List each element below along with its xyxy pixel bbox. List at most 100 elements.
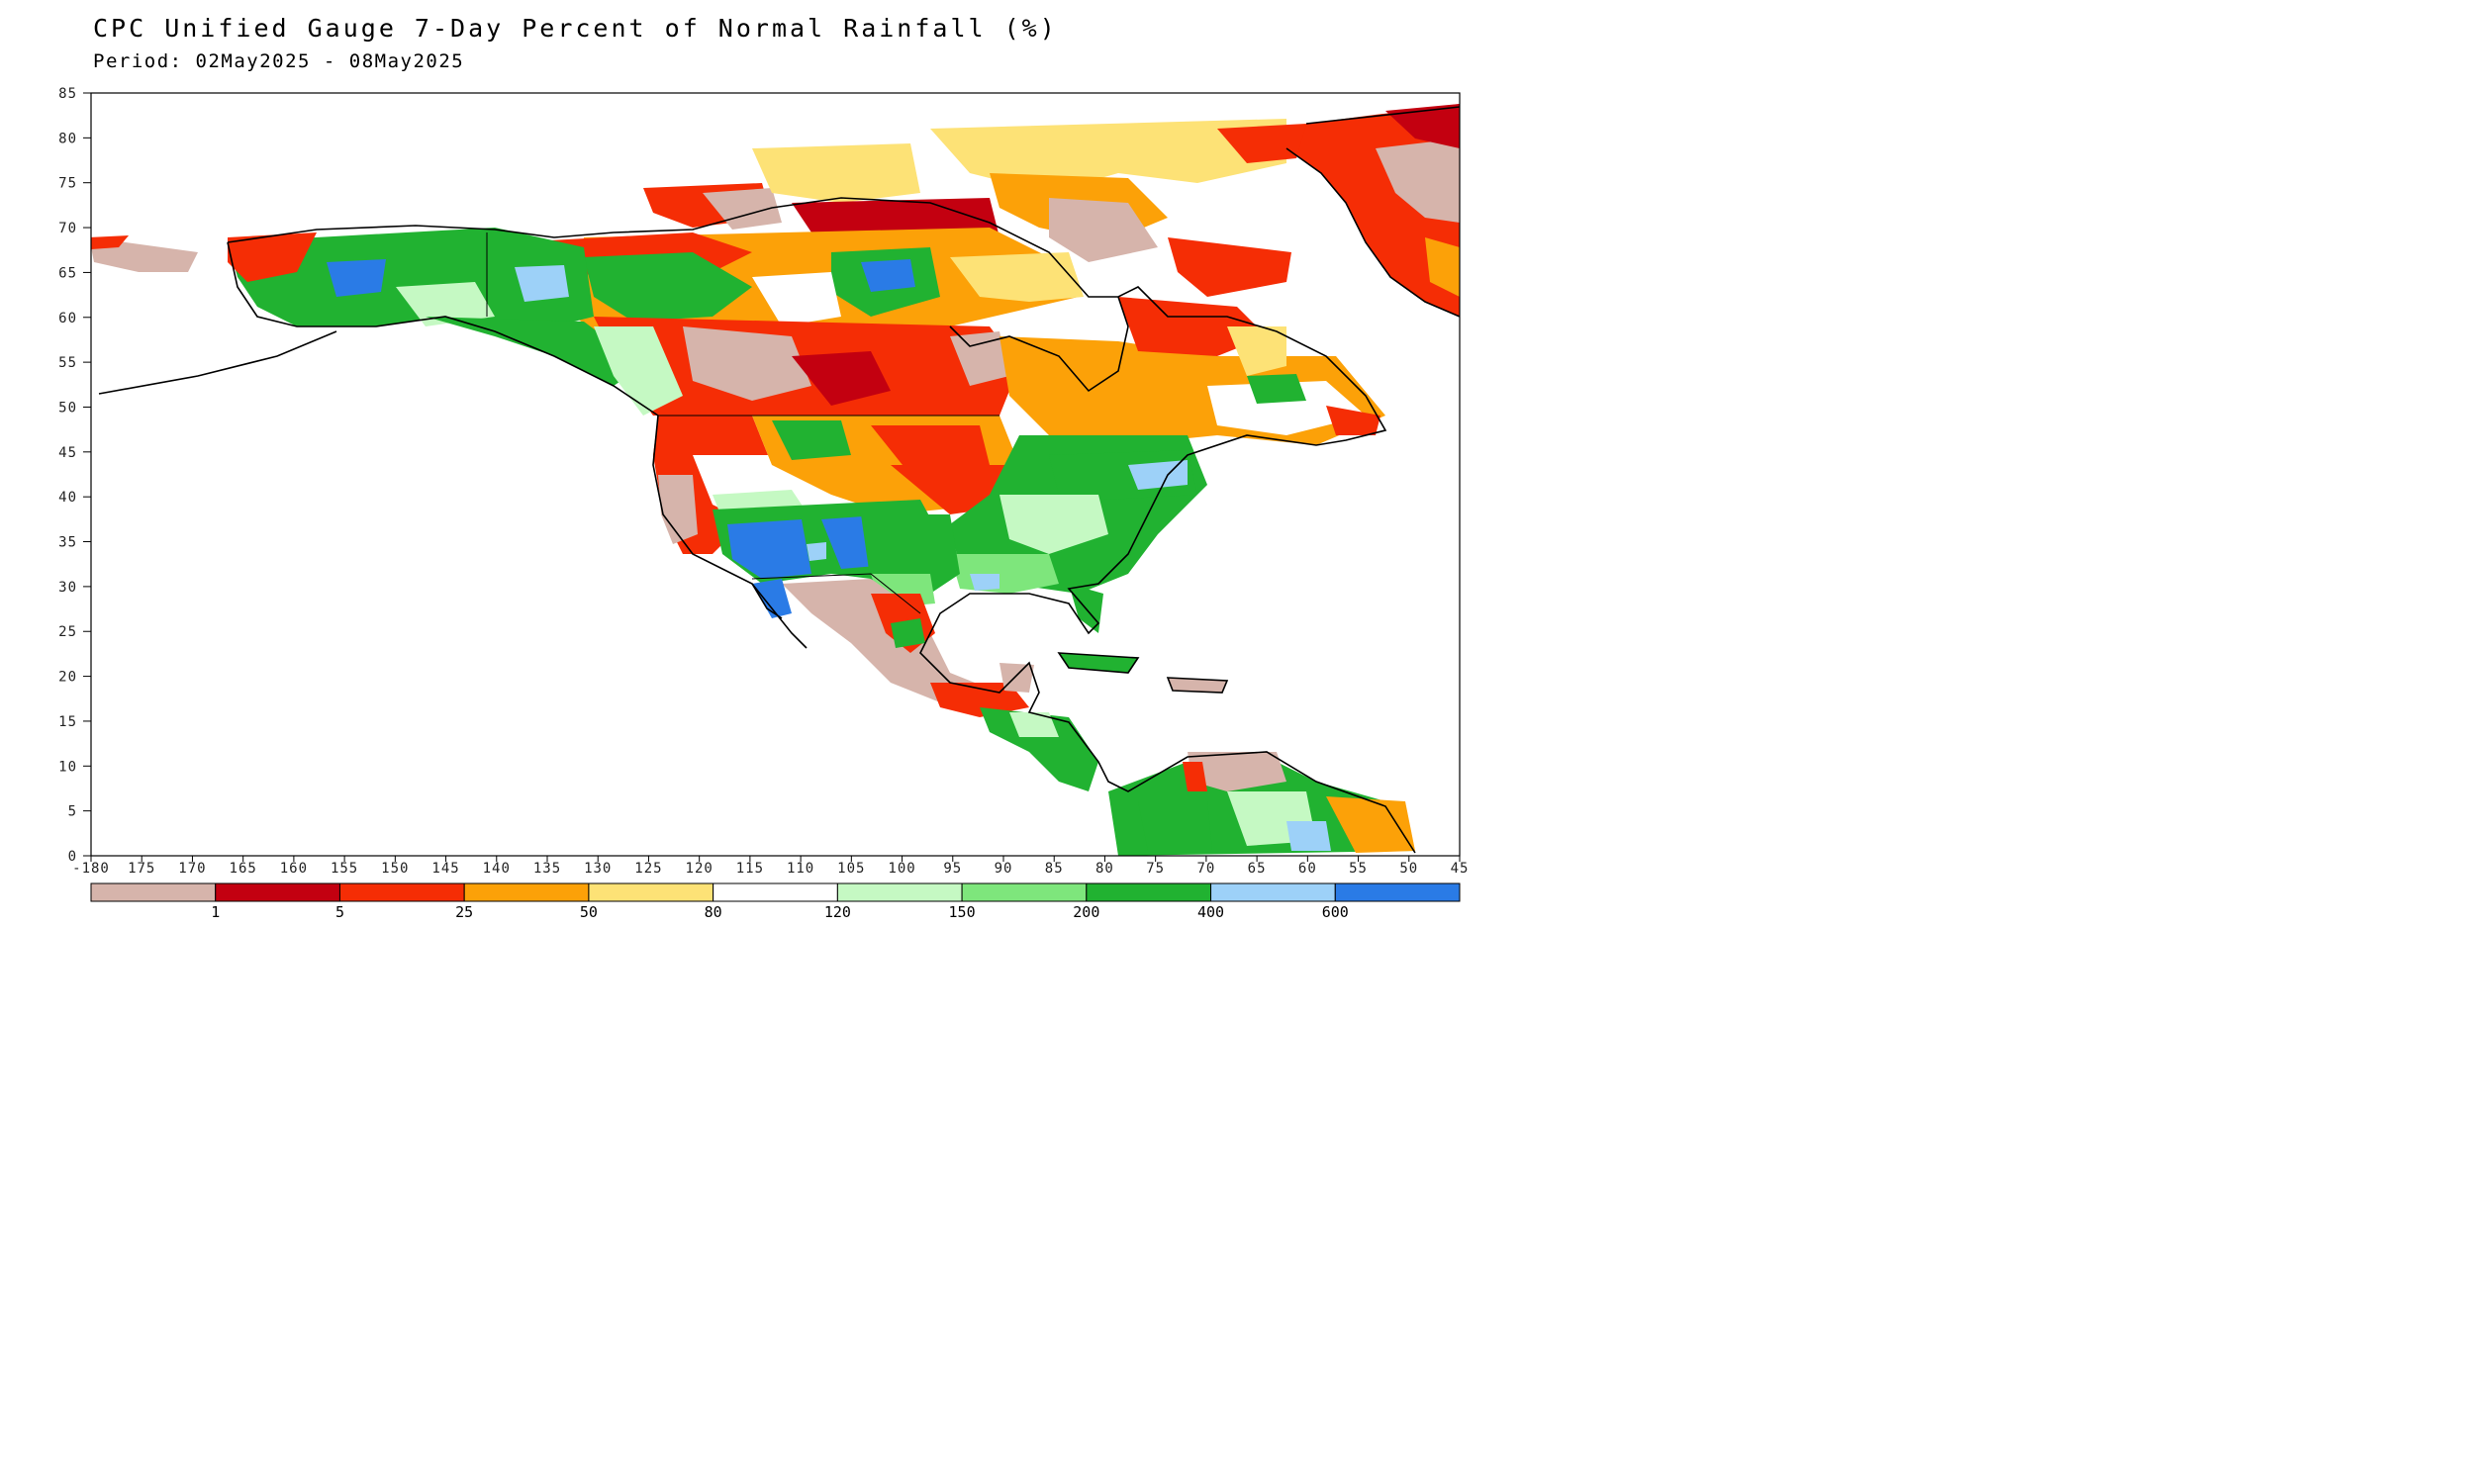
- region-california-dry: [658, 475, 698, 544]
- region-alaska-south: [396, 282, 495, 326]
- lon-tick-label: 175: [128, 861, 155, 877]
- region-dakotas: [871, 425, 990, 475]
- region-venezuela-dry: [1188, 752, 1286, 791]
- coastline-hudson-bay: [949, 296, 1129, 393]
- lon-tick-label: 170: [178, 861, 206, 877]
- lon-tick-label: 45: [1451, 861, 1470, 877]
- region-alaska-east-wet: [515, 265, 569, 302]
- lat-tick-label: 55: [58, 355, 77, 371]
- region-hispaniola: [1168, 678, 1227, 693]
- colorbar-swatch: [1086, 882, 1212, 902]
- region-saskatchewan-very-dry: [792, 351, 891, 406]
- region-yucatan: [999, 663, 1034, 693]
- region-alaska-very-wet: [327, 259, 386, 297]
- region-anticosti-wet: [1247, 374, 1306, 404]
- region-amazon-wet: [1286, 821, 1331, 851]
- region-honduras: [1009, 712, 1059, 737]
- colorbar-swatch: [338, 882, 465, 902]
- region-labrador: [1118, 297, 1267, 356]
- region-montana-wet: [772, 420, 851, 460]
- colorbar-label: 1: [211, 903, 220, 921]
- region-greenland-north: [1385, 104, 1460, 148]
- region-alberta-dry: [683, 326, 811, 401]
- lat-tick-label: 70: [58, 221, 77, 236]
- chart-title: CPC Unified Gauge 7-Day Percent of Norma…: [93, 14, 1058, 43]
- lon-tick-label: 95: [943, 861, 962, 877]
- region-sw-blue: [807, 542, 826, 561]
- lon-tick-label: 50: [1399, 861, 1418, 877]
- colorbar: 1 5 25 50 80 120 150 200 400 600: [90, 882, 1461, 921]
- region-victoria: [752, 143, 920, 203]
- lon-tick-label: 150: [381, 861, 409, 877]
- lon-tick-label: 140: [483, 861, 511, 877]
- coastline-pacific: [652, 415, 808, 649]
- colorbar-label: 50: [580, 903, 598, 921]
- region-baffin: [1049, 198, 1158, 262]
- colorbar-swatch: [215, 882, 340, 902]
- region-central-america: [980, 707, 1098, 791]
- region-ohio-valley: [999, 495, 1108, 554]
- chart-subtitle: Period: 02May2025 - 08May2025: [93, 50, 465, 72]
- land-outline: [98, 106, 1460, 854]
- lat-tick-label: 15: [58, 714, 77, 730]
- region-arizona-very-wet: [727, 519, 811, 579]
- region-greenland-east: [1425, 237, 1460, 297]
- lon-tick-label: 145: [431, 861, 459, 877]
- region-alaska-west: [228, 232, 317, 282]
- region-alaska: [228, 228, 594, 326]
- colorbar-label: 80: [705, 903, 722, 921]
- region-gulf-stlawrence: [1207, 381, 1366, 435]
- lon-tick-label: 65: [1248, 861, 1267, 877]
- lon-tick-label: 130: [584, 861, 612, 877]
- region-mexico: [782, 579, 999, 712]
- lat-tick-label: 65: [58, 265, 77, 281]
- region-baja-wet: [752, 579, 792, 618]
- lon-tick-label: 110: [787, 861, 814, 877]
- coastline-hispaniola: [1166, 677, 1229, 694]
- lat-tick-label: 40: [58, 490, 77, 506]
- lon-tick-label: 55: [1349, 861, 1368, 877]
- lat-tick-label: 35: [58, 535, 77, 551]
- lat-tick-label: 80: [58, 131, 77, 146]
- region-ellesmere: [1217, 124, 1306, 163]
- region-venezuela-red: [1183, 762, 1207, 791]
- colorbar-swatch: [1334, 882, 1461, 902]
- colorbar-label: 150: [949, 903, 976, 921]
- lon-tick-label: 125: [634, 861, 662, 877]
- region-louisiana-wet: [970, 574, 999, 591]
- lon-tick-label: 90: [995, 861, 1013, 877]
- lon-tick-label: 70: [1196, 861, 1215, 877]
- colorbar-swatch: [463, 882, 590, 902]
- region-nunavut-very-wet: [861, 259, 915, 292]
- colorbar-label: 5: [335, 903, 344, 921]
- region-nwt-normal: [752, 272, 841, 326]
- lon-tick-label: 165: [230, 861, 257, 877]
- colorbar-label: 120: [824, 903, 851, 921]
- coastline-baja: [751, 583, 783, 619]
- colorbar-label: 200: [1073, 903, 1099, 921]
- lat-tick-label: 20: [58, 670, 77, 686]
- coastline-aleutians: [98, 330, 337, 395]
- region-newengland-wet: [1128, 460, 1188, 490]
- lat-tick-label: 25: [58, 624, 77, 640]
- region-newfoundland: [1326, 406, 1380, 435]
- lon-tick-label: -180: [72, 861, 110, 877]
- region-southern-mexico: [930, 683, 1029, 717]
- plot-frame: [90, 92, 1461, 857]
- lat-tick-label: 30: [58, 580, 77, 596]
- lon-tick-label: 80: [1095, 861, 1114, 877]
- region-labrador-east: [1227, 326, 1286, 376]
- lon-tick-label: 115: [736, 861, 764, 877]
- coastline-alaska: [227, 241, 659, 417]
- colorbar-label: 600: [1322, 903, 1349, 921]
- colorbar-label: 25: [455, 903, 473, 921]
- lon-tick-label: 120: [686, 861, 714, 877]
- border-us-mexico: [751, 573, 921, 614]
- region-chukotka-red: [91, 235, 129, 249]
- colorbar-swatch: [961, 882, 1088, 902]
- region-baffin-south: [1168, 237, 1291, 297]
- lat-tick-label: 50: [58, 400, 77, 416]
- lon-tick-label: 85: [1045, 861, 1064, 877]
